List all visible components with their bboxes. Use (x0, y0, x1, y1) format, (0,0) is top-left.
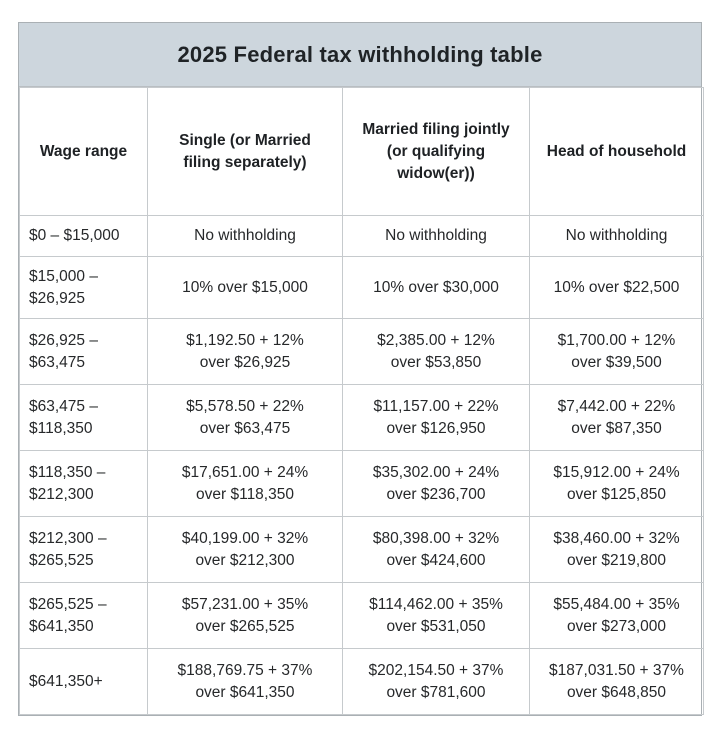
withholding-cell: $202,154.50 + 37% over $781,600 (342, 648, 530, 715)
withholding-cell: 10% over $22,500 (529, 256, 704, 319)
withholding-cell: No withholding (529, 215, 704, 257)
wage-range-cell: $15,000 – $26,925 (19, 256, 148, 319)
table-row: $641,350+ $188,769.75 + 37% over $641,350… (19, 648, 704, 715)
table-row: $15,000 – $26,925 10% over $15,000 10% ove… (19, 256, 704, 319)
table-title: 2025 Federal tax withholding table (19, 23, 701, 87)
withholding-cell: $188,769.75 + 37% over $641,350 (147, 648, 343, 715)
withholding-cell: $80,398.00 + 32% over $424,600 (342, 516, 530, 583)
column-header: Wage range (19, 87, 148, 216)
withholding-cell: $5,578.50 + 22% over $63,475 (147, 384, 343, 451)
withholding-cell: No withholding (342, 215, 530, 257)
withholding-cell: $38,460.00 + 32% over $219,800 (529, 516, 704, 583)
withholding-cell: $1,192.50 + 12% over $26,925 (147, 318, 343, 385)
withholding-cell: $2,385.00 + 12% over $53,850 (342, 318, 530, 385)
withholding-cell: $1,700.00 + 12% over $39,500 (529, 318, 704, 385)
withholding-cell: $7,442.00 + 22% over $87,350 (529, 384, 704, 451)
wage-range-cell: $212,300 – $265,525 (19, 516, 148, 583)
wage-range-cell: $641,350+ (19, 648, 148, 715)
table-row: $0 – $15,000 No withholding No withholding… (19, 215, 704, 257)
withholding-cell: $35,302.00 + 24% over $236,700 (342, 450, 530, 517)
withholding-cell: $187,031.50 + 37% over $648,850 (529, 648, 704, 715)
withholding-cell: $40,199.00 + 32% over $212,300 (147, 516, 343, 583)
table-row: $265,525 – $641,350 $57,231.00 + 35% over… (19, 582, 704, 649)
withholding-cell: 10% over $30,000 (342, 256, 530, 319)
tax-withholding-table: 2025 Federal tax withholding table Wage … (18, 22, 704, 716)
table-row: $63,475 – $118,350 $5,578.50 + 22% over $… (19, 384, 704, 451)
table-row: $118,350 – $212,300 $17,651.00 + 24% over… (19, 450, 704, 517)
header-row: Wage range Single (or Married filing sepa… (19, 87, 704, 216)
wage-range-cell: $118,350 – $212,300 (19, 450, 148, 517)
column-header: Head of household (529, 87, 704, 216)
withholding-cell: $11,157.00 + 22% over $126,950 (342, 384, 530, 451)
wage-range-cell: $265,525 – $641,350 (19, 582, 148, 649)
wage-range-cell: $0 – $15,000 (19, 215, 148, 257)
table-body: $0 – $15,000 No withholding No withholding… (19, 215, 704, 715)
table-row: $26,925 – $63,475 $1,192.50 + 12% over $2… (19, 318, 704, 385)
column-header: Married filing jointly (or qualifying wi… (342, 87, 530, 216)
withholding-cell: $55,484.00 + 35% over $273,000 (529, 582, 704, 649)
withholding-cell: 10% over $15,000 (147, 256, 343, 319)
wage-range-cell: $26,925 – $63,475 (19, 318, 148, 385)
withholding-cell: $17,651.00 + 24% over $118,350 (147, 450, 343, 517)
column-header: Single (or Married filing separately) (147, 87, 343, 216)
withholding-cell: $57,231.00 + 35% over $265,525 (147, 582, 343, 649)
withholding-cell: No withholding (147, 215, 343, 257)
withholding-cell: $114,462.00 + 35% over $531,050 (342, 582, 530, 649)
wage-range-cell: $63,475 – $118,350 (19, 384, 148, 451)
withholding-cell: $15,912.00 + 24% over $125,850 (529, 450, 704, 517)
withholding-grid: Wage range Single (or Married filing sepa… (19, 87, 704, 715)
table-row: $212,300 – $265,525 $40,199.00 + 32% over… (19, 516, 704, 583)
